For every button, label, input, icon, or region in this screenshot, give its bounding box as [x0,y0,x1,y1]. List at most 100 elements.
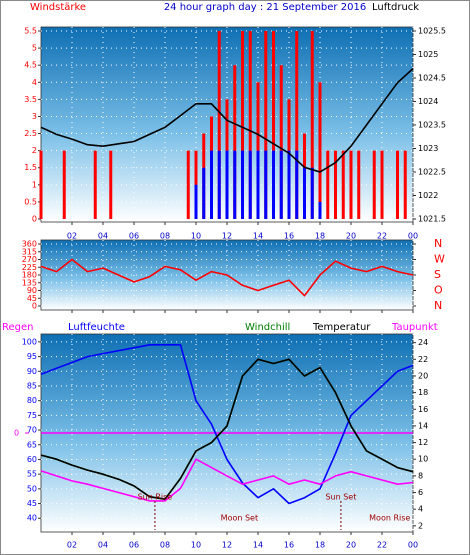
y2-tick-label: 2 [418,521,423,530]
annotation: Moon Rise [369,514,410,523]
wind-bar [310,31,314,219]
y-tick-label: 45 [27,294,37,303]
y2-tick-label: 6 [418,488,423,497]
y-tick-label: 4 [32,78,37,87]
y2-tick-label: 4 [418,505,423,514]
wind-bar [39,150,43,219]
wind-bar [295,31,299,219]
wind-bar [217,150,221,219]
x-tick-label: 04 [98,232,108,241]
series-line [40,358,414,500]
x-tick-label: 22 [377,541,387,550]
wind-bar [202,167,206,219]
wind-label: Windstärke [30,2,86,13]
y2-tick-label: 22 [418,355,428,364]
x-tick-label: 16 [284,232,294,241]
y-tick-label: 2 [32,146,37,155]
annotation: Moon Set [221,514,258,523]
wind-bar [341,150,345,219]
wind-bar [272,31,275,219]
wind-bar [256,150,260,219]
y2-tick-label: 1024 [418,97,438,106]
wind-bar [295,150,299,219]
y-tick-label: 0 [32,302,37,311]
x-tick-label: 06 [129,541,139,550]
wind-bar [380,150,384,219]
x-tick-label: 20 [346,232,356,241]
x-tick-label: 00 [408,541,418,550]
y2-tick-label: 1025.5 [418,27,446,36]
annotation: Sun Rise [138,493,173,502]
wind-bar [318,82,322,219]
wind-bar [186,150,190,219]
x-tick-label: 18 [315,541,325,550]
y-tick-label: 70 [27,426,37,435]
y-tick-label: 90 [27,367,37,376]
wind-bar [225,150,229,219]
x-tick-label: 00 [408,232,418,241]
wind-bar [287,150,291,219]
y2-tick-label: 18 [418,388,428,397]
y2-tick-label: N [434,299,442,312]
y2-tick-label: 8 [418,471,423,480]
y-tick-label: 3.5 [24,95,37,104]
y-tick-label: 1 [32,180,37,189]
y2-tick-label: 20 [418,371,428,380]
y-tick-label: 75 [27,411,37,420]
y-tick-label: 45 [27,499,37,508]
y2-tick-label: O [434,284,443,297]
wind-bar [194,184,198,219]
wind-bar [403,150,407,219]
y-tick-label: 60 [27,455,37,464]
windchill-label: Windchill [245,322,290,333]
wind-bar [318,201,322,219]
y2-tick-label: W [434,253,445,266]
x-tick-label: 08 [160,541,170,550]
y2-tick-label: 10 [418,455,428,464]
series-line [40,458,414,502]
wind-bar [93,150,97,219]
y2-tick-label: 1024.5 [418,74,446,83]
y-tick-label: 100 [22,337,37,346]
wind-bar [248,150,252,219]
wind-bar [357,150,361,219]
y-tick-label: 5.5 [24,27,37,36]
pressure-label: Luftdruck [372,2,419,13]
y2-tick-label: 1021.5 [418,215,446,224]
temperature-label: Temperatur [312,322,371,333]
wind-bar [372,150,376,219]
wind-bar [233,150,237,219]
y-tick-label: 65 [27,440,37,449]
series-line [40,258,414,297]
wind-bar [310,167,314,219]
wind-bar [241,150,244,219]
x-tick-label: 12 [222,232,232,241]
x-tick-label: 10 [191,232,201,241]
y-tick-label: 95 [27,352,37,361]
wind-bar [241,31,244,219]
x-tick-label: 16 [284,541,294,550]
y2-tick-label: S [434,268,441,281]
x-tick-label: 02 [67,541,77,550]
y-tick-label: 270 [22,255,37,264]
wind-bar [62,150,66,219]
wind-bar [326,150,330,219]
x-tick-label: 04 [98,541,108,550]
y2-tick-label: 1023 [418,144,438,153]
y2-tick-label: 1022 [418,191,438,200]
y-tick-label: 40 [27,514,37,523]
dewpoint-label: Taupunkt [391,322,438,333]
x-tick-label: 02 [67,232,77,241]
series-line [40,68,414,173]
y-tick-label: 55 [27,470,37,479]
y-tick-label: 315 [22,247,37,256]
chart-title: 24 hour graph day : 21 September 2016 [164,2,366,13]
y2-tick-label: 14 [418,421,428,430]
y3-tick-label: 0 [14,429,19,438]
x-tick-label: 06 [129,232,139,241]
wind-bar [248,31,252,219]
series-line [40,344,414,505]
wind-bar [303,167,306,219]
y2-tick-label: 1022.5 [418,168,446,177]
y2-tick-label: 16 [418,405,428,414]
